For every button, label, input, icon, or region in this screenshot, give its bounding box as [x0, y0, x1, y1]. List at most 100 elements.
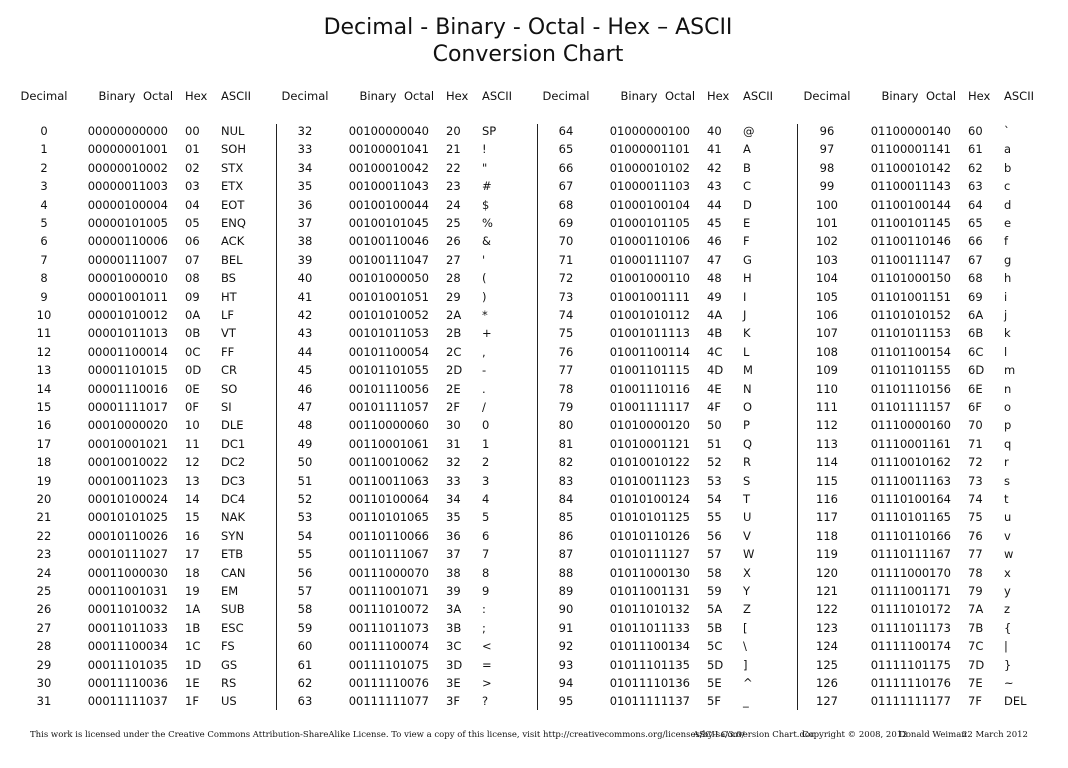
cell-ascii: k: [1004, 326, 1011, 341]
cell-octal: 044: [407, 197, 429, 212]
table-row: 101 01100101 145 65 e: [798, 216, 1059, 234]
cell-decimal: 77: [558, 363, 574, 378]
cell-hex: 0F: [185, 400, 199, 414]
cell-binary: 00111000: [348, 565, 408, 580]
cell-ascii: FS: [221, 639, 235, 654]
table-row: 46 00101110 056 2E.: [276, 382, 537, 400]
table-row: 121 01111001 171 79 y: [798, 584, 1059, 602]
cell-octal: 034: [146, 639, 168, 654]
cell-decimal: 125: [816, 657, 838, 672]
table-row: 29 00011101 035 1D GS: [15, 658, 276, 676]
cell-octal: 007: [146, 252, 168, 267]
cell-octal: 037: [146, 694, 168, 709]
cell-octal: 054: [407, 344, 429, 359]
table-block-2: Decimal Binary Octal Hex ASCII 64 01000000 100 4…: [537, 86, 798, 712]
cell-binary: 01100010: [870, 160, 930, 175]
cell-octal: 063: [407, 473, 429, 488]
cell-decimal: 126: [816, 676, 838, 690]
cell-octal: 127: [668, 547, 690, 562]
cell-ascii: m: [1004, 363, 1016, 378]
cell-binary: 00100011: [348, 179, 408, 194]
cell-ascii: ?: [482, 694, 489, 709]
cell-hex: 78: [968, 565, 983, 580]
cell-octal: 130: [668, 565, 690, 580]
cell-decimal: 39: [297, 252, 313, 267]
cell-hex: 18: [185, 565, 200, 580]
cell-ascii: ENQ: [221, 216, 246, 230]
cell-octal: 073: [407, 620, 429, 635]
footer-filename: ASCII Conversion Chart.doc: [693, 730, 815, 740]
cell-octal: 053: [407, 326, 429, 341]
table-row: 13 00001101 015 0D CR: [15, 363, 276, 381]
header-ascii: ASCII: [482, 89, 512, 103]
cell-binary: 00001110: [87, 381, 147, 396]
cell-decimal: 8: [40, 271, 48, 286]
cell-decimal: 107: [816, 326, 838, 341]
cell-octal: 017: [146, 400, 168, 414]
cell-decimal: 38: [297, 234, 313, 249]
cell-ascii: |: [1004, 639, 1008, 654]
cell-binary: 00111101: [348, 657, 408, 672]
cell-decimal: 118: [816, 528, 838, 543]
cell-decimal: 26: [36, 602, 52, 617]
cell-binary: 01000101: [609, 216, 669, 230]
cell-octal: 004: [146, 197, 168, 212]
cell-ascii: 5: [482, 510, 490, 525]
cell-ascii: p: [1004, 418, 1012, 433]
cell-ascii: ;: [482, 620, 486, 635]
cell-ascii: RS: [221, 676, 237, 690]
cell-decimal: 97: [819, 142, 835, 157]
cell-ascii: B: [743, 160, 751, 175]
cell-octal: 142: [929, 160, 951, 175]
cell-binary: 00100001: [348, 142, 408, 157]
cell-binary: 00100101: [348, 216, 408, 230]
cell-octal: 134: [668, 639, 690, 654]
cell-binary: 01111010: [870, 602, 930, 617]
cell-ascii: ETX: [221, 179, 244, 194]
cell-decimal: 122: [816, 602, 838, 617]
table-row: 50 00110010 062 32 2: [276, 455, 537, 473]
cell-hex: 59: [707, 584, 722, 598]
cell-ascii: i: [1004, 289, 1008, 304]
cell-decimal: 123: [816, 620, 838, 635]
cell-binary: 00100010: [348, 160, 408, 175]
cell-binary: 00110100: [348, 492, 408, 506]
cell-decimal: 69: [558, 216, 574, 230]
cell-ascii: =: [482, 657, 492, 672]
table-row: 71 01000111 107 47 G: [537, 253, 798, 271]
cell-octal: 000: [146, 124, 168, 138]
cell-octal: 171: [929, 584, 951, 598]
header-binary: Binary: [359, 89, 397, 103]
cell-octal: 026: [146, 528, 168, 543]
table-row: 82 01010010 122 52 R: [537, 455, 798, 473]
cell-hex: 20: [446, 124, 461, 138]
cell-binary: 01101110: [870, 381, 930, 396]
table-row: 116 01110100 164 74 t: [798, 492, 1059, 510]
cell-octal: 002: [146, 160, 168, 175]
cell-hex: 6F: [968, 400, 982, 414]
cell-decimal: 87: [558, 547, 574, 562]
cell-octal: 123: [668, 473, 690, 488]
table-row: 124 01111100 174 7C |: [798, 639, 1059, 657]
cell-binary: 01010011: [609, 473, 669, 488]
cell-ascii: N: [743, 381, 752, 396]
cell-binary: 01010001: [609, 436, 669, 451]
cell-ascii: ETB: [221, 547, 244, 562]
header-decimal: Decimal: [542, 89, 590, 103]
cell-hex: 72: [968, 455, 983, 470]
table-block-0: Decimal Binary Octal Hex ASCII 0 00000000 000 00…: [15, 86, 276, 712]
table-row: 4 00000100 004 04 EOT: [15, 198, 276, 216]
cell-hex: 76: [968, 528, 983, 543]
table-row: 25 00011001 031 19 EM: [15, 584, 276, 602]
cell-hex: 2C: [446, 344, 462, 359]
cell-decimal: 51: [297, 473, 313, 488]
cell-octal: 150: [929, 271, 951, 286]
cell-hex: 62: [968, 160, 983, 175]
cell-ascii: O: [743, 400, 753, 414]
cell-hex: 79: [968, 584, 983, 598]
table-row: 42 00101010 052 2A *: [276, 308, 537, 326]
cell-octal: 137: [668, 694, 690, 709]
table-row: 90 01011010 132 5A Z: [537, 602, 798, 620]
cell-ascii: 4: [482, 492, 490, 506]
cell-octal: 112: [668, 308, 690, 322]
